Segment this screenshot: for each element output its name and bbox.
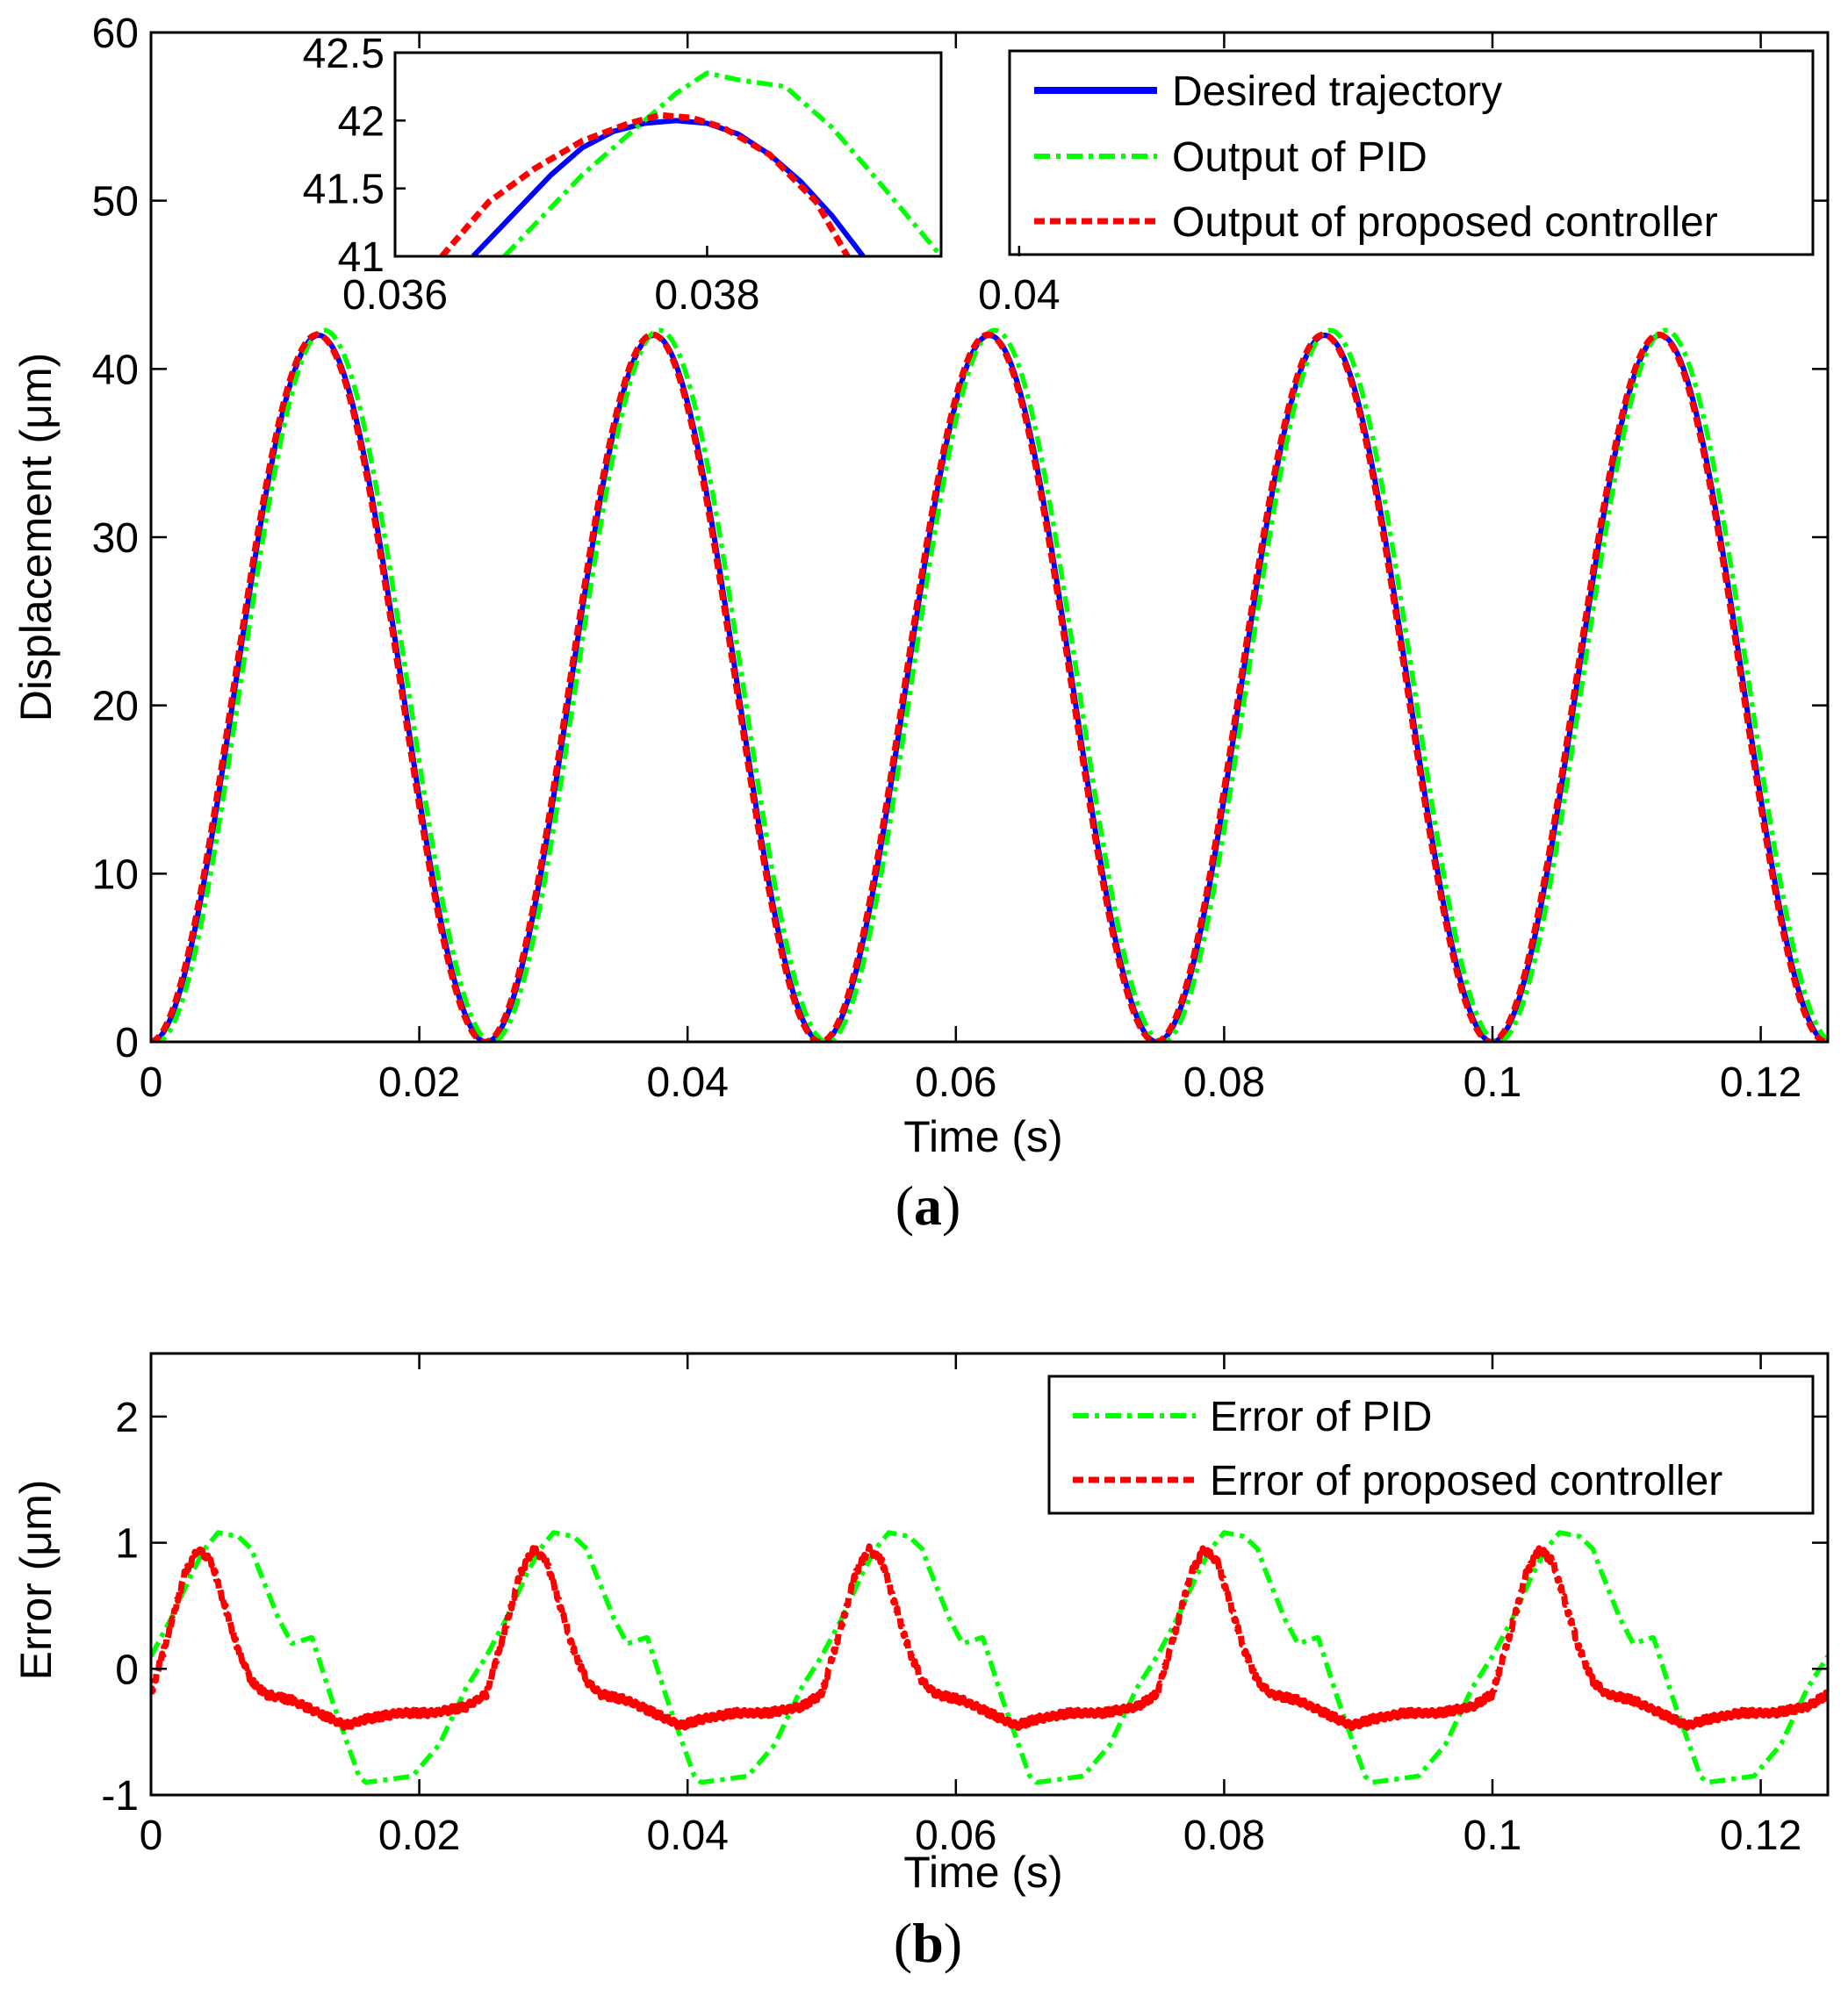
panel-b-legend-box: [1047, 1375, 1815, 1515]
legend-label-pid-error: Error of PID: [1210, 1394, 1432, 1440]
y-tick-label: 2: [115, 1395, 139, 1441]
panel-b-frame: [149, 1352, 1830, 1797]
x-tick-label: 0.1: [1463, 1059, 1522, 1106]
x-tick-label: 0.08: [1183, 1059, 1265, 1106]
y-tick-label: 40: [92, 347, 139, 393]
x-tick-label: 0.1: [1463, 1813, 1522, 1859]
inset-y-tick-label: 41.5: [303, 167, 385, 213]
y-tick-label: 30: [92, 515, 139, 562]
error-series-line-0: [151, 1530, 1828, 1785]
panel-a-xlabel: Time (s): [903, 1112, 1062, 1161]
inset-y-tick-label: 41: [338, 234, 385, 281]
panel-a-ylabel: Displacement (μm): [11, 353, 61, 722]
panel-a-series: [151, 327, 1828, 1042]
panel-b-ylabel: Error (μm): [11, 1480, 61, 1681]
panel-b-caption-open: (: [894, 1912, 912, 1974]
x-tick-label: 0.02: [378, 1059, 460, 1106]
y-tick-label: 0: [115, 1647, 139, 1693]
panel-a-caption: (a): [895, 1174, 961, 1237]
series-line-2: [151, 331, 1828, 1042]
panel-a-inset: 0.036 0.038 0.04 41 41.5 42 42.5: [303, 31, 1061, 319]
x-tick-label: 0.02: [378, 1813, 460, 1859]
x-tick-label: 0.04: [646, 1813, 728, 1859]
x-tick-label: 0: [140, 1059, 163, 1106]
y-tick-label: 0: [115, 1020, 139, 1066]
panel-b-xlabel: Time (s): [903, 1848, 1062, 1897]
inset-x-tick-label: 0.036: [342, 272, 448, 319]
inset-ticks: 0.036 0.038 0.04 41 41.5 42 42.5: [303, 31, 1061, 319]
y-tick-label: 10: [92, 851, 139, 898]
inset-background: [395, 53, 941, 256]
x-tick-label: 0.06: [915, 1059, 996, 1106]
panel-b-series: [151, 1530, 1828, 1785]
panel-a-caption-close: ): [942, 1174, 960, 1237]
panel-a-caption-letter: a: [914, 1174, 942, 1237]
inset-series: [439, 70, 941, 256]
legend-label-proposed-output: Output of proposed controller: [1172, 199, 1718, 246]
y-tick-label: 60: [92, 11, 139, 57]
error-series-line-1: [151, 1543, 1828, 1732]
x-tick-label: 0: [140, 1813, 163, 1859]
inset-frame: [393, 51, 943, 258]
panel-b-caption-close: ): [944, 1912, 962, 1974]
panel-a-caption-open: (: [895, 1174, 914, 1237]
panel-a-legend: Desired trajectory Output of PID Output …: [1008, 49, 1815, 256]
x-tick-label: 0.12: [1720, 1059, 1801, 1106]
y-tick-label: 20: [92, 684, 139, 730]
panel-b-legend: Error of PID Error of proposed controlle…: [1047, 1375, 1815, 1515]
panel-a-legend-box: [1008, 49, 1815, 256]
x-tick-label: 0.12: [1720, 1813, 1801, 1859]
inset-y-tick-label: 42: [338, 98, 385, 145]
panel-a-ticks: 0 0.02 0.04 0.06 0.08 0.1 0.12 0 10 20 30 40 50 60: [92, 11, 1828, 1106]
x-tick-label: 0.08: [1183, 1813, 1265, 1859]
inset-x-tick-label: 0.038: [654, 272, 759, 319]
panel-b-caption-letter: b: [912, 1912, 944, 1974]
legend-label-pid-output: Output of PID: [1172, 134, 1427, 181]
inset-x-tick-label: 0.04: [978, 272, 1060, 319]
inset-y-tick-label: 42.5: [303, 31, 385, 77]
y-tick-label: -1: [101, 1773, 139, 1820]
inset-series-line-1: [502, 70, 941, 256]
legend-label-desired: Desired trajectory: [1172, 68, 1502, 115]
y-tick-label: 1: [115, 1521, 139, 1568]
legend-label-proposed-error: Error of proposed controller: [1210, 1458, 1722, 1504]
x-tick-label: 0.06: [915, 1813, 996, 1859]
y-tick-label: 50: [92, 179, 139, 226]
panel-b-caption: (b): [894, 1912, 962, 1974]
x-tick-label: 0.04: [646, 1059, 728, 1106]
panel-a-plot: 0 0.02 0.04 0.06 0.08 0.1 0.12 0 10 20 30 40 50 60 Ti…: [11, 11, 1830, 1237]
